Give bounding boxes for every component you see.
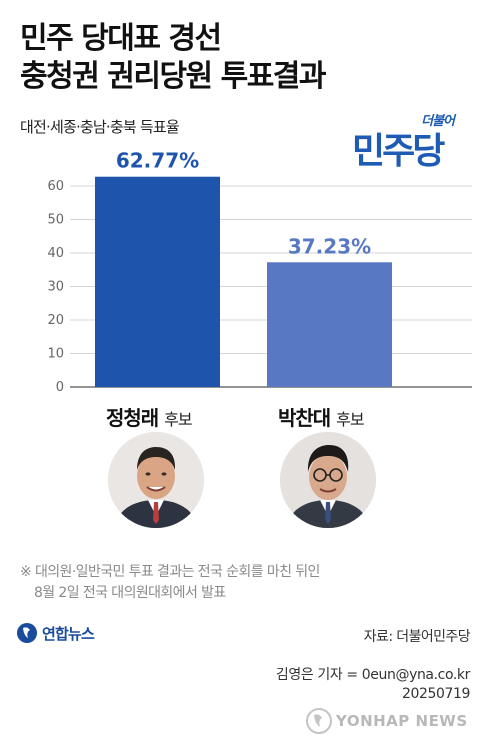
candidate-suffix-2: 후보 bbox=[336, 410, 364, 429]
candidate-label-2: 박찬대 후보 bbox=[278, 402, 365, 431]
party-logo-big-text: 민주당 bbox=[352, 131, 445, 172]
y-tick-label: 30 bbox=[47, 280, 64, 295]
yonhap-logo-icon bbox=[17, 623, 37, 643]
candidate-name-2: 박찬대 bbox=[278, 406, 331, 430]
y-tick-label: 50 bbox=[47, 213, 64, 228]
candidate-name-1: 정청래 bbox=[106, 406, 159, 430]
data-source: 자료: 더불어민주당 bbox=[363, 629, 471, 645]
title-line-1: 민주 당대표 경선 bbox=[20, 21, 222, 56]
credit: 김영은 기자 = 0eun@yna.co.kr 20250719 bbox=[276, 666, 470, 704]
footnote-line-1: ※ 대의원·일반국민 투표 결과는 전국 순회를 마친 뒤인 bbox=[20, 564, 320, 580]
y-tick-label: 40 bbox=[47, 246, 64, 261]
candidate-suffix-1: 후보 bbox=[164, 410, 192, 429]
publish-date: 20250719 bbox=[401, 686, 470, 702]
bar bbox=[267, 262, 392, 387]
footnote: ※ 대의원·일반국민 투표 결과는 전국 순회를 마친 뒤인 8월 2일 전국 … bbox=[20, 562, 320, 604]
person-photo-icon bbox=[108, 432, 204, 528]
party-logo-small-text: 더불어 bbox=[421, 114, 455, 129]
footnote-line-2: 8월 2일 전국 대의원대회에서 발표 bbox=[34, 585, 226, 601]
watermark: YONHAP NEWS bbox=[306, 708, 468, 734]
agency-name: 연합뉴스 bbox=[42, 624, 95, 643]
candidate-photo-2 bbox=[280, 432, 376, 528]
reporter-credit: 김영은 기자 = 0eun@yna.co.kr bbox=[275, 667, 470, 683]
y-tick-label: 0 bbox=[56, 380, 64, 395]
title-line-2: 충청권 권리당원 투표결과 bbox=[20, 59, 327, 94]
watermark-text: YONHAP NEWS bbox=[336, 712, 468, 730]
bar-value-label: 37.23% bbox=[288, 234, 371, 258]
agency-logo: 연합뉴스 bbox=[16, 622, 95, 644]
y-tick-label: 60 bbox=[47, 179, 64, 194]
chart-subtitle: 대전·세종·충남·충북 득표율 bbox=[20, 118, 180, 136]
page-title: 민주 당대표 경선 충청권 권리당원 투표결과 bbox=[20, 20, 327, 96]
bar bbox=[95, 176, 220, 387]
vote-share-bar-chart: 0 10 20 30 40 50 60 62.77% 37.23% bbox=[47, 149, 472, 395]
party-logo: 더불어 민주당 bbox=[352, 108, 470, 182]
bar-value-label: 62.77% bbox=[116, 149, 199, 173]
yonhap-watermark-icon bbox=[306, 708, 332, 734]
candidate-photo-1 bbox=[108, 432, 204, 528]
candidate-label-1: 정청래 후보 bbox=[106, 402, 193, 431]
y-tick-label: 10 bbox=[47, 347, 64, 362]
person-photo-icon bbox=[280, 432, 376, 528]
y-tick-label: 20 bbox=[47, 313, 64, 328]
